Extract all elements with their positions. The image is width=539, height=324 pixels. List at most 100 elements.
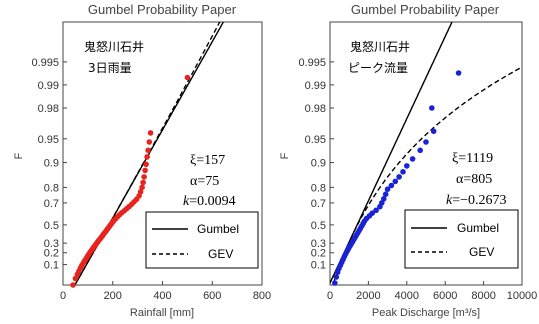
y-tick-label: 0.8	[44, 182, 59, 194]
x-tick-label: 4000	[395, 290, 419, 302]
data-point	[381, 196, 387, 202]
x-tick-label: 2000	[356, 290, 380, 302]
y-tick-label: 0.7	[44, 198, 59, 210]
data-points	[70, 74, 191, 288]
data-point	[142, 167, 148, 174]
x-tick-label: 600	[203, 290, 221, 302]
y-tick-label: 0.5	[311, 220, 326, 232]
y-tick-label: 0.99	[38, 80, 59, 92]
x-tick-label: 0	[60, 290, 66, 302]
data-points	[332, 70, 462, 286]
x-axis-label: Peak Discharge [m³/s]	[372, 307, 480, 319]
y-tick-label: 0.9	[311, 158, 326, 170]
rainfall-chart: Gumbel Probability Paper 0.10.20.3 0.5 0.7…	[13, 2, 271, 319]
data-point	[145, 147, 151, 154]
data-point	[369, 210, 376, 216]
x-ticks: 0 200 400 600 800	[60, 281, 271, 302]
x-tick-label: 800	[253, 290, 271, 302]
y-tick-label: 0.1	[311, 260, 326, 272]
legend-gev-label: GEV	[208, 247, 233, 261]
y-tick-label: 0.95	[38, 134, 59, 146]
data-point	[417, 147, 424, 154]
data-point	[141, 174, 147, 180]
site-label-line1: 鬼怒川石井	[350, 39, 410, 54]
chart-title: Gumbel Probability Paper	[88, 2, 237, 17]
legend-gev-label: GEV	[469, 245, 494, 259]
legend-gumbel-label: Gumbel	[457, 221, 499, 235]
y-tick-label: 0.99	[305, 80, 326, 92]
param-k-value: 0.0094	[197, 194, 236, 209]
y-tick-label: 0.98	[305, 103, 326, 115]
data-point	[373, 207, 379, 214]
y-axis-label: F	[279, 152, 291, 159]
x-tick-label: 400	[153, 290, 171, 302]
y-tick-label: 0.1	[44, 260, 59, 272]
y-tick-label: 0.5	[44, 220, 59, 232]
x-axis-label: Rainfall [mm]	[130, 307, 194, 319]
y-tick-label: 0.9	[44, 158, 59, 170]
legend-box	[404, 209, 519, 269]
chart-title: Gumbel Probability Paper	[351, 2, 500, 17]
x-tick-label: 6000	[433, 290, 457, 302]
data-point	[382, 191, 389, 197]
data-point	[396, 174, 402, 180]
y-tick-label: 0.3	[311, 238, 326, 250]
x-tick-label: 200	[104, 290, 122, 302]
data-point	[146, 139, 153, 145]
plot-frame	[329, 21, 523, 286]
param-xi-value: 157	[204, 153, 225, 168]
data-point	[147, 130, 154, 136]
site-label-line1: 鬼怒川石井	[84, 39, 144, 54]
data-point	[384, 186, 391, 192]
y-tick-label: 0.2	[311, 248, 326, 260]
y-tick-label: 0.95	[305, 134, 326, 146]
data-point	[143, 161, 149, 168]
param-alpha-value: 75	[205, 174, 219, 189]
param-k-value: −0.2673	[460, 193, 506, 208]
x-ticks: 0 2000 4000 6000 8000 10000	[327, 281, 537, 302]
data-point	[404, 163, 410, 169]
y-tick-label: 0.995	[31, 57, 59, 69]
site-label-line2: 3日雨量	[88, 61, 132, 75]
y-tick-label: 0.7	[311, 198, 326, 210]
data-point	[332, 280, 338, 286]
x-tick-label: 0	[327, 290, 333, 302]
param-alpha: α=805	[456, 172, 492, 187]
param-xi-value: 1119	[466, 151, 493, 166]
param-alpha: α=75	[190, 174, 219, 189]
y-ticks: 0.10.20.3 0.5 0.7 0.8 0.9 0.95 0.98 0.99 0.995	[31, 57, 67, 272]
data-point	[388, 182, 395, 189]
site-label-line2: ピーク流量	[348, 61, 408, 75]
legend: Gumbel GEV	[145, 211, 259, 269]
y-axis-label: F	[13, 152, 25, 159]
y-tick-label: 0.98	[38, 103, 59, 115]
param-xi: ξ=1119	[452, 151, 493, 166]
param-alpha-value: 805	[471, 172, 492, 187]
data-point	[137, 189, 144, 195]
y-tick-label: 0.3	[44, 238, 59, 250]
legend-box	[145, 211, 259, 269]
data-point	[400, 169, 406, 175]
data-point	[423, 139, 429, 145]
data-point	[184, 74, 191, 81]
param-k: k=0.0094	[183, 194, 236, 209]
y-tick-label: 0.995	[298, 57, 326, 69]
data-point	[139, 184, 145, 191]
legend: Gumbel GEV	[404, 209, 519, 269]
data-point	[144, 154, 150, 160]
discharge-chart: Gumbel Probability Paper 0.10.20.3 0.5 0.7…	[279, 2, 537, 319]
data-point	[409, 156, 416, 162]
data-point	[70, 282, 76, 288]
y-tick-label: 0.2	[44, 248, 59, 260]
param-k: k=−0.2673	[446, 193, 507, 208]
x-tick-label: 8000	[471, 290, 495, 302]
data-point	[140, 179, 146, 186]
y-ticks: 0.10.20.3 0.5 0.7 0.8 0.9 0.95 0.98 0.99 0.995	[298, 57, 334, 272]
data-point	[392, 178, 399, 185]
x-tick-label: 10000	[507, 290, 538, 302]
y-tick-label: 0.8	[311, 182, 326, 194]
data-point	[333, 274, 340, 280]
data-point	[429, 105, 435, 111]
data-point	[455, 70, 462, 76]
